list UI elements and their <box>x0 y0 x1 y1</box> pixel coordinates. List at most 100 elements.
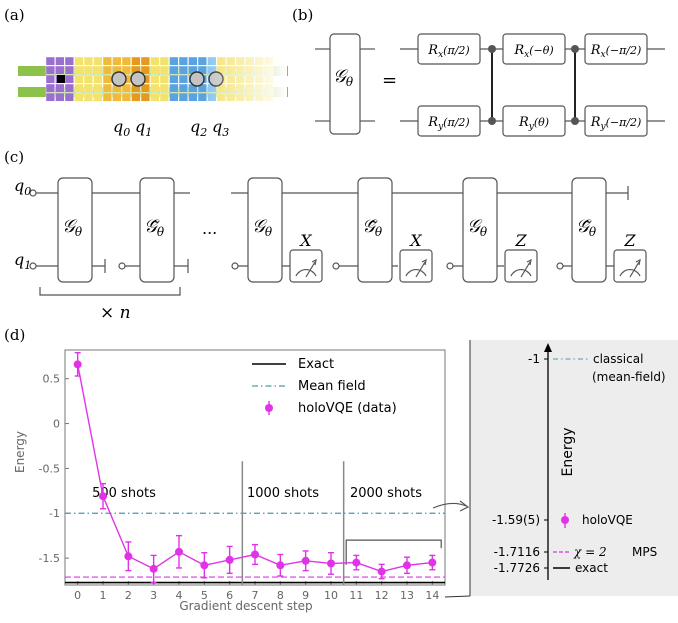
data-point-2 <box>124 552 133 561</box>
trap-cell <box>178 56 188 66</box>
chart-xlabel: Gradient descent step <box>179 599 312 613</box>
circuit-gate-3 <box>357 177 393 283</box>
ytick-label-1: 0 <box>53 418 60 431</box>
qubit1-init-4 <box>446 262 454 270</box>
trap-cell <box>64 65 74 75</box>
trap-cell <box>64 56 74 66</box>
trap-cell <box>188 56 198 66</box>
trap-cell <box>159 92 169 102</box>
trap-cell <box>121 83 131 93</box>
dark-site <box>57 75 65 83</box>
meter-arc-3 <box>619 268 641 277</box>
trap-cell <box>93 74 103 84</box>
trap-cell <box>45 83 55 93</box>
rotation-gate-label-1: Rx(−θ) <box>513 43 553 60</box>
trap-cell <box>121 56 131 66</box>
trap-cell <box>178 83 188 93</box>
data-point-4 <box>175 547 183 556</box>
trap-cell <box>178 92 188 102</box>
trap-cell <box>159 56 169 66</box>
circuit-gate-4 <box>462 177 498 283</box>
gate-symbol: 𝒢 <box>252 216 268 237</box>
region-label-2: 2000 shots <box>350 486 422 501</box>
gate-letter: R <box>427 43 438 58</box>
xtick-label-7: 7 <box>252 589 259 602</box>
gate-subscript: θ <box>75 225 83 239</box>
meter-arrow-1 <box>421 258 427 266</box>
zoom-arrow <box>432 502 467 509</box>
xtick-label-13: 13 <box>400 589 414 602</box>
gate-axis: x <box>438 50 443 60</box>
energy-inset: -1 -1.59(5) -1.7116 -1.7726 Energy classical (… <box>432 340 678 598</box>
trap-cell <box>140 56 150 66</box>
data-point-14 <box>428 558 437 567</box>
trap-cell <box>74 83 84 93</box>
trap-cell <box>150 65 160 75</box>
circuit-q0-label: q0 <box>14 176 31 198</box>
circuit-gate-5 <box>571 177 607 283</box>
ytick-label-0: 0.5 <box>43 373 61 386</box>
trap-cell <box>178 74 188 84</box>
ytick-label-4: -1.5 <box>39 552 60 565</box>
trap-cell <box>150 83 160 93</box>
rotation-gate-label-5: Ry(−π/2) <box>590 115 642 132</box>
measurement-basis-3: Z <box>623 231 636 250</box>
meter-needle-3 <box>629 261 640 278</box>
rotation-gates: Rx(π/2) Rx(−θ) Rx(−π/2)Ry(π/2) Ry(θ) Ry(−π/2… <box>417 33 648 137</box>
gate-symbol: 𝒢 <box>62 216 78 237</box>
trap-cell <box>64 92 74 102</box>
trap-cell <box>112 92 122 102</box>
circuit-gate-1 <box>139 177 175 283</box>
xtick-label-1: 1 <box>100 589 107 602</box>
qubit1-init-1 <box>118 262 126 270</box>
measurement-basis-0: X <box>298 231 312 250</box>
measurement-basis-2: Z <box>514 231 527 250</box>
inset-background <box>470 340 678 596</box>
measurement-box-0 <box>289 249 323 283</box>
qubit-label-q2: q2 <box>190 117 207 139</box>
trap-cell <box>102 92 112 102</box>
xtick-label-12: 12 <box>375 589 389 602</box>
trap-cell <box>169 56 179 66</box>
xtick-label-4: 4 <box>176 589 183 602</box>
data-point-3 <box>149 564 158 573</box>
trap-cell <box>102 65 112 75</box>
data-point-7 <box>251 550 259 559</box>
circuit-gate-label-3: 𝒢̃θ <box>362 216 383 239</box>
meter-arrow-2 <box>526 258 532 266</box>
zoom-line-bottom <box>444 595 471 598</box>
trap-cell <box>112 56 122 66</box>
gate-symbol: 𝒢̃ <box>362 216 378 237</box>
rotation-gate-label-3: Ry(π/2) <box>427 115 469 132</box>
gate-argument: (−π/2) <box>606 44 642 57</box>
ytick-label-3: -1 <box>49 507 60 520</box>
data-point-9 <box>301 556 310 565</box>
trap-cell <box>150 92 160 102</box>
measurement-box-1 <box>399 249 433 283</box>
circuit-gate-label-2: 𝒢θ <box>252 216 273 239</box>
circuit-gate-label-4: 𝒢θ <box>467 216 488 239</box>
inset-tick-label-1: -1.59(5) <box>492 513 540 527</box>
meter-needle-0 <box>305 261 316 278</box>
data-point-0 <box>73 360 82 369</box>
trap-cell <box>159 83 169 93</box>
trap-cell <box>131 92 141 102</box>
composite-gate-label: 𝒢θ <box>333 66 354 89</box>
gate-letter: R <box>518 115 529 130</box>
trap-cell <box>93 56 103 66</box>
trap-cell <box>83 56 93 66</box>
fade-overlay <box>205 28 287 108</box>
gate-subscript: θ <box>157 225 165 239</box>
gate-letter: R <box>427 115 438 130</box>
rotation-gate-box-1 <box>502 33 566 65</box>
xtick-label-3: 3 <box>150 589 157 602</box>
qubit1-init-3 <box>332 262 340 270</box>
trap-cell <box>140 92 150 102</box>
trap-cell <box>93 65 103 75</box>
inset-ylabel: Energy <box>560 427 576 476</box>
gate-symbol: 𝒢̃ <box>144 216 160 237</box>
inset-label-mps: MPS <box>632 545 657 559</box>
gate-subscript: θ <box>265 225 273 239</box>
qubit-label-q0: q0 <box>113 117 130 139</box>
